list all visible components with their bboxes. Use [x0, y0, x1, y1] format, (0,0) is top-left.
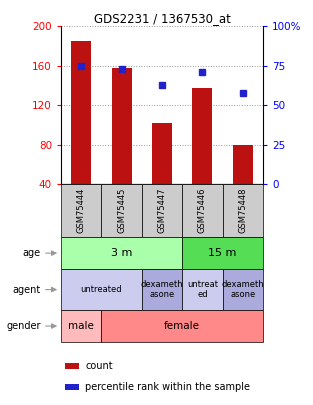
- Text: dexameth
asone: dexameth asone: [221, 280, 264, 299]
- Bar: [182, 184, 223, 237]
- Text: GSM75446: GSM75446: [198, 188, 207, 233]
- Text: agent: agent: [13, 285, 41, 294]
- Bar: [61, 310, 101, 342]
- Bar: [142, 184, 182, 237]
- Text: untreated: untreated: [81, 285, 122, 294]
- Bar: [223, 184, 263, 237]
- Text: GSM75444: GSM75444: [77, 188, 86, 233]
- Text: GSM75448: GSM75448: [238, 188, 247, 233]
- Bar: [101, 310, 263, 342]
- Bar: [223, 269, 263, 310]
- Text: 15 m: 15 m: [208, 248, 237, 258]
- Bar: [111, 68, 132, 184]
- Text: age: age: [23, 248, 41, 258]
- Text: male: male: [68, 321, 94, 331]
- Bar: [142, 269, 182, 310]
- Bar: [65, 363, 79, 369]
- Text: 3 m: 3 m: [111, 248, 132, 258]
- Bar: [101, 184, 142, 237]
- Text: untreat
ed: untreat ed: [187, 280, 218, 299]
- Bar: [233, 145, 253, 184]
- Bar: [61, 237, 182, 269]
- Bar: [61, 184, 101, 237]
- Text: dexameth
asone: dexameth asone: [141, 280, 183, 299]
- Bar: [182, 237, 263, 269]
- Text: count: count: [85, 361, 113, 371]
- Text: female: female: [164, 321, 200, 331]
- Text: percentile rank within the sample: percentile rank within the sample: [85, 382, 250, 392]
- Bar: [152, 123, 172, 184]
- Text: GSM75445: GSM75445: [117, 188, 126, 233]
- Text: GSM75447: GSM75447: [157, 188, 167, 233]
- Bar: [192, 87, 213, 184]
- Text: gender: gender: [6, 321, 41, 331]
- Title: GDS2231 / 1367530_at: GDS2231 / 1367530_at: [94, 12, 230, 25]
- Bar: [71, 41, 91, 184]
- Bar: [61, 269, 142, 310]
- Bar: [65, 384, 79, 390]
- Bar: [182, 269, 223, 310]
